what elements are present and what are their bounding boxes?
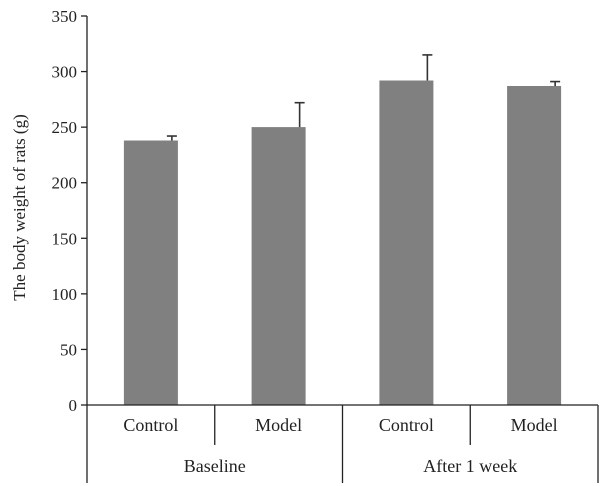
bar <box>507 86 562 405</box>
y-tick-label: 350 <box>52 7 78 26</box>
bar <box>379 80 434 405</box>
error-bars-layer <box>166 54 561 141</box>
labels-layer: 0 50 100 150 200 250 300 350 Control Model Control… <box>10 7 558 476</box>
y-tick-label: 300 <box>52 63 78 82</box>
y-tick-label: 50 <box>60 340 77 359</box>
x-category-label: Model <box>511 415 558 435</box>
y-tick-label: 250 <box>52 118 78 137</box>
x-group-label: Baseline <box>184 456 246 476</box>
x-category-label: Model <box>255 415 302 435</box>
y-tick-label: 0 <box>69 396 78 415</box>
x-group-label: After 1 week <box>423 456 517 476</box>
y-tick-label: 100 <box>52 285 78 304</box>
y-tick-label: 150 <box>52 229 78 248</box>
bars-layer <box>123 80 562 405</box>
x-category-label: Control <box>379 415 434 435</box>
bar <box>251 127 306 405</box>
axes-layer <box>81 15 599 483</box>
x-category-label: Control <box>123 415 178 435</box>
y-axis-title: The body weight of rats (g) <box>10 114 29 300</box>
bar <box>123 140 178 405</box>
y-tick-label: 200 <box>52 174 78 193</box>
